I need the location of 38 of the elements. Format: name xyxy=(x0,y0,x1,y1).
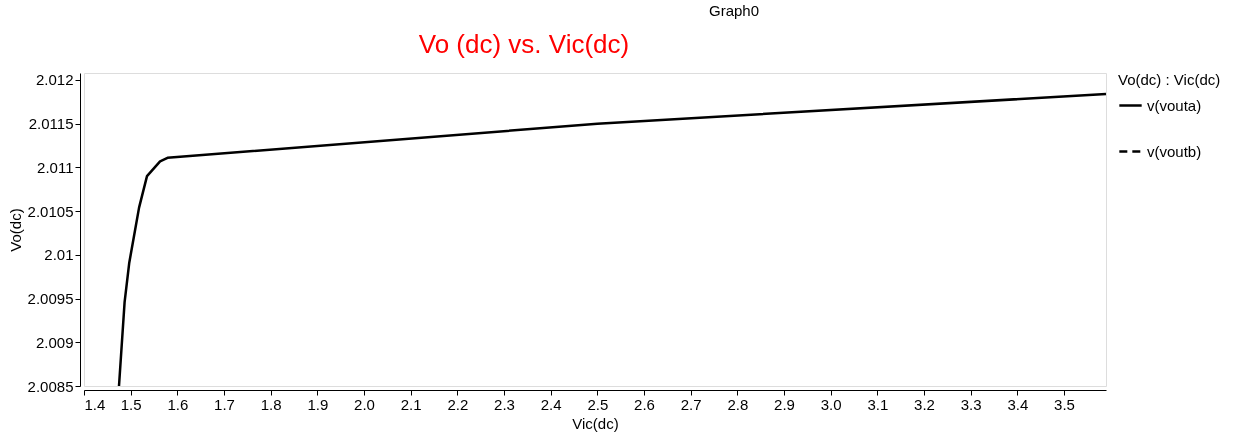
y-tick-label: 2.009 xyxy=(35,333,74,351)
x-tick-label: 1.4 xyxy=(84,395,106,413)
x-tick-label: 3.1 xyxy=(867,395,889,413)
y-tick-label: 2.0105 xyxy=(27,202,74,220)
y-tick-label: 2.012 xyxy=(35,71,74,89)
x-tick-label: 2.7 xyxy=(680,395,702,413)
y-tick-label: 2.0115 xyxy=(28,115,74,133)
x-tick-label: 1.9 xyxy=(307,395,329,413)
x-tick-label: 3.0 xyxy=(820,395,842,413)
x-tick-label: 2.6 xyxy=(634,395,655,413)
legend-label: v(voutb) xyxy=(1147,142,1202,160)
x-tick-label: 2.4 xyxy=(540,395,562,413)
legend-label: v(vouta) xyxy=(1147,96,1202,114)
x-tick-label: 1.5 xyxy=(120,395,142,413)
x-tick-label: 2.3 xyxy=(494,395,515,413)
x-tick-label: 2.9 xyxy=(774,395,795,413)
x-tick-label: 2.1 xyxy=(400,395,422,413)
x-tick-label: 3.2 xyxy=(914,395,935,413)
x-tick-label: 1.8 xyxy=(260,395,282,413)
x-tick-label: 2.8 xyxy=(727,395,749,413)
x-tick-label: 2.0 xyxy=(354,395,375,413)
x-tick-label: 1.7 xyxy=(214,395,235,413)
x-tick-label: 3.5 xyxy=(1054,395,1075,413)
caption: Graph0 xyxy=(708,2,760,19)
y-tick-label: 2.01 xyxy=(44,246,74,264)
legend-title: Vo(dc) : Vic(dc) xyxy=(1118,71,1221,88)
x-tick-label: 3.3 xyxy=(960,395,982,413)
x-tick-label: 2.2 xyxy=(447,395,469,413)
chart-title: Vo (dc) vs. Vic(dc) xyxy=(418,29,630,59)
x-tick-label: 1.6 xyxy=(167,395,189,413)
y-tick-label: 2.0085 xyxy=(27,377,74,395)
x-axis-title: Vic(dc) xyxy=(572,414,619,432)
x-tick-label: 3.4 xyxy=(1007,395,1029,413)
y-tick-label: 2.011 xyxy=(37,158,74,176)
y-tick-label: 2.0095 xyxy=(27,290,74,308)
x-tick-label: 2.5 xyxy=(587,395,609,413)
line-series xyxy=(117,92,1108,388)
y-axis-title: Vo(dc) xyxy=(6,208,24,252)
